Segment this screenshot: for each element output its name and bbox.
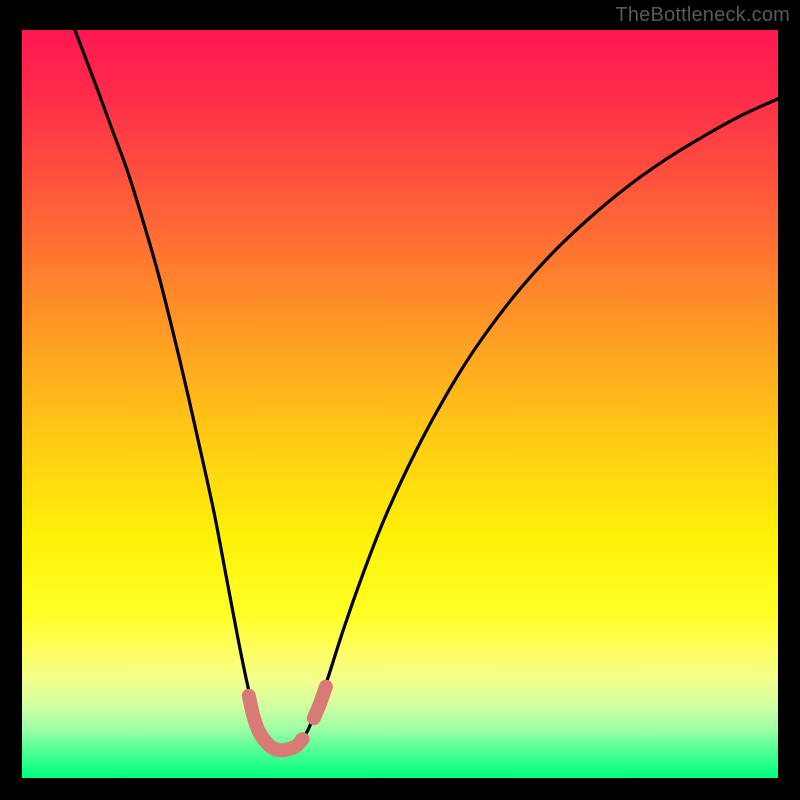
highlight-marker: [314, 687, 326, 718]
highlight-marker: [249, 696, 303, 751]
frame-left: [0, 0, 22, 800]
watermark-text: TheBottleneck.com: [615, 4, 790, 27]
bottleneck-curve: [22, 30, 778, 778]
frame-right: [778, 0, 800, 800]
frame-bottom: [0, 778, 800, 800]
plot-area: [22, 30, 778, 778]
